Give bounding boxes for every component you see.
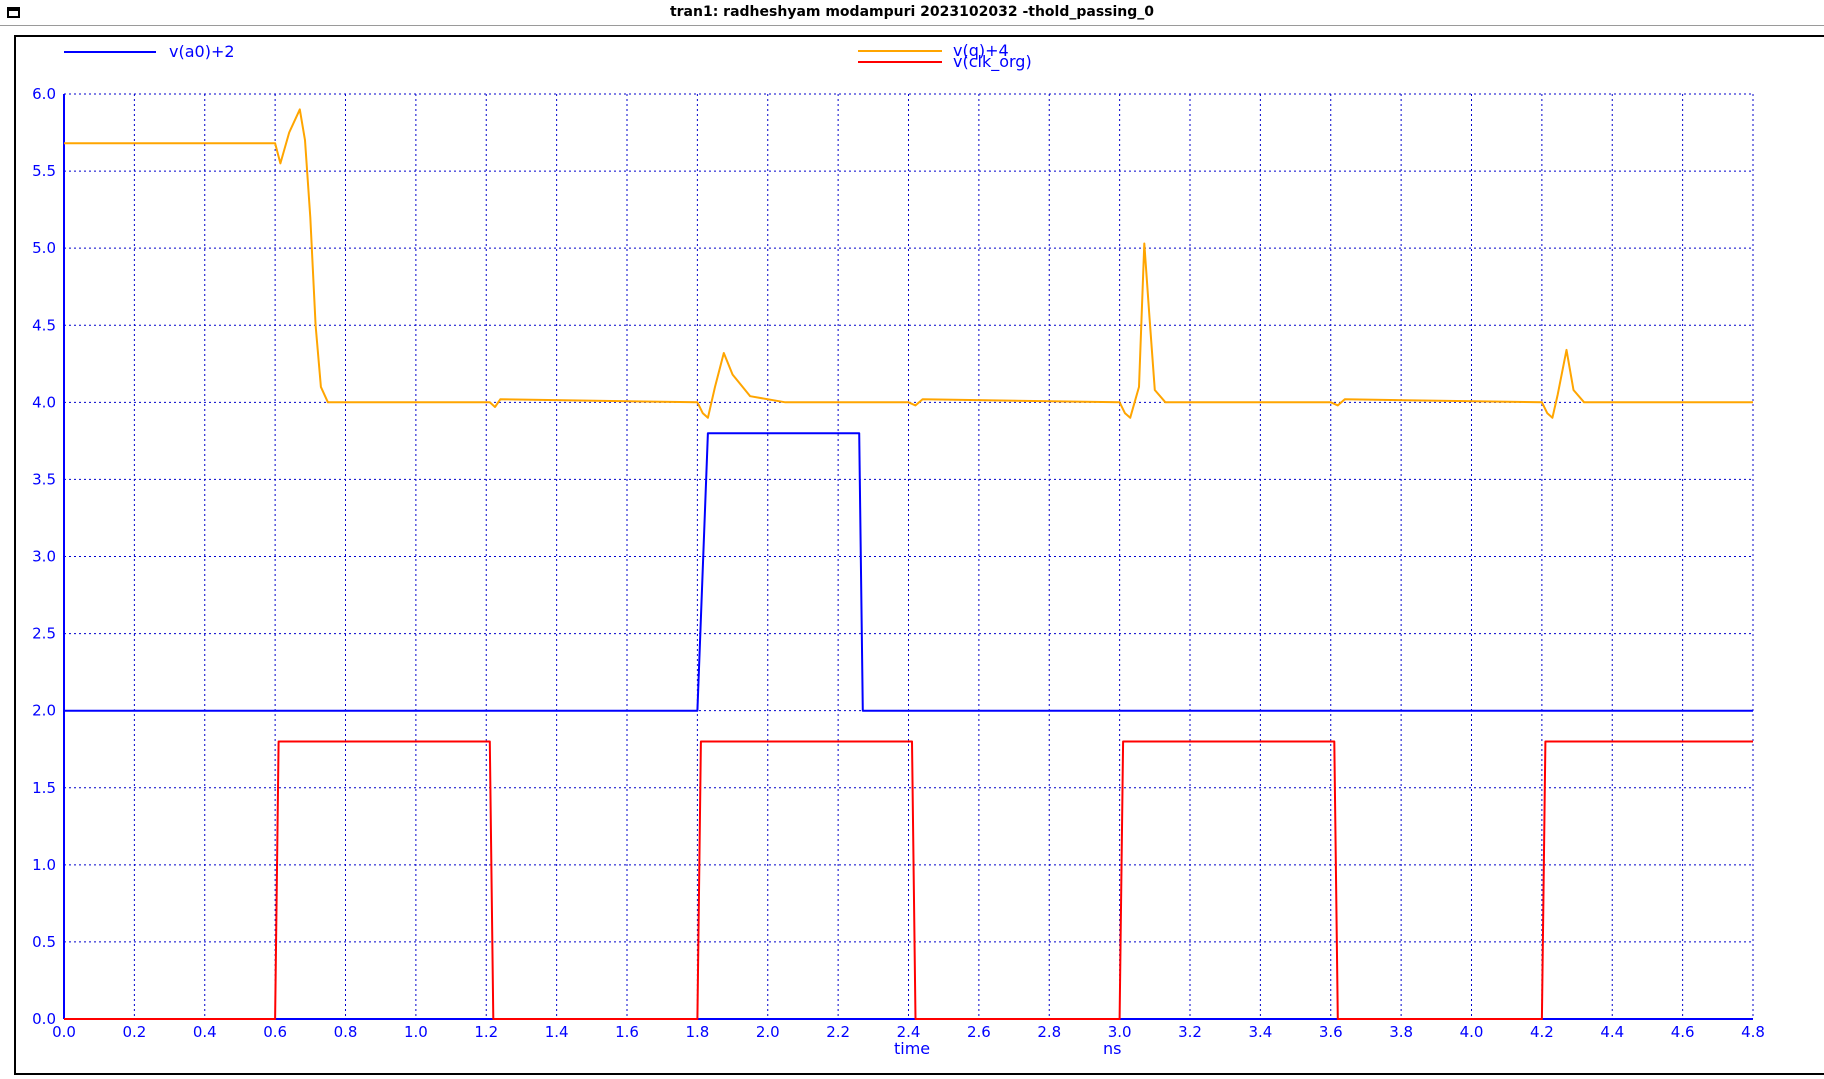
x-tick-label: 4.8: [1741, 1023, 1765, 1041]
x-tick-label: 2.2: [826, 1023, 850, 1041]
x-tick-label: 3.4: [1248, 1023, 1272, 1041]
x-tick-label: 4.6: [1671, 1023, 1695, 1041]
y-tick-label: 4.0: [32, 393, 56, 411]
tick-labels: 0.0 0.2 0.4 0.6 0.8 1.0 1.2 1.4 1.6 1.8 2.0 2.2 2.4 2…: [32, 85, 1765, 1041]
window-menu-icon[interactable]: [7, 7, 20, 18]
y-tick-label: 5.0: [32, 239, 56, 257]
x-tick-label: 2.4: [897, 1023, 921, 1041]
y-tick-label: 4.5: [32, 316, 56, 334]
legend-label-2: v(clk_org): [953, 52, 1032, 72]
x-tick-label: 0.8: [334, 1023, 358, 1041]
x-tick-label: 0.4: [193, 1023, 217, 1041]
x-tick-label: 0.2: [122, 1023, 146, 1041]
y-tick-label: 2.0: [32, 702, 56, 720]
x-tick-label: 1.2: [474, 1023, 498, 1041]
y-tick-label: 5.5: [32, 162, 56, 180]
x-tick-label: 3.8: [1389, 1023, 1413, 1041]
x-tick-label: 2.0: [756, 1023, 780, 1041]
grid-lines: [63, 93, 1754, 1020]
window-titlebar: tran1: radheshyam modampuri 2023102032 -…: [0, 0, 1824, 26]
legend-label-1: v(q)+4: [953, 41, 1009, 60]
x-axis-unit: ns: [1103, 1039, 1121, 1058]
x-tick-label: 1.8: [685, 1023, 709, 1041]
x-tick-label: 3.6: [1319, 1023, 1343, 1041]
x-axis-label: time: [894, 1039, 930, 1058]
chart: 0.0 0.2 0.4 0.6 0.8 1.0 1.2 1.4 1.6 1.8 2.0 2.2 2.4 2…: [32, 41, 1765, 1058]
series-line-0: [64, 432, 1753, 712]
y-tick-label: 2.5: [32, 625, 56, 643]
y-tick-label: 0.5: [32, 933, 56, 951]
x-tick-label: 1.6: [615, 1023, 639, 1041]
y-tick-label: 6.0: [32, 85, 56, 103]
x-tick-label: 0.0: [52, 1023, 76, 1041]
window-title: tran1: radheshyam modampuri 2023102032 -…: [669, 4, 1155, 20]
legend-label-0: v(a0)+2: [169, 42, 235, 61]
x-tick-label: 3.0: [1108, 1023, 1132, 1041]
x-tick-label: 1.0: [404, 1023, 428, 1041]
series-line-2: [64, 740, 1753, 1020]
series-layer: [64, 108, 1753, 1020]
y-tick-label: 1.0: [32, 856, 56, 874]
x-tick-label: 4.0: [1460, 1023, 1484, 1041]
x-tick-label: 0.6: [263, 1023, 287, 1041]
y-tick-label: 3.5: [32, 470, 56, 488]
x-tick-label: 3.2: [1178, 1023, 1202, 1041]
y-tick-label: 3.0: [32, 548, 56, 566]
y-tick-label: 0.0: [32, 1010, 56, 1028]
plot-frame: 0.0 0.2 0.4 0.6 0.8 1.0 1.2 1.4 1.6 1.8 2.0 2.2 2.4 2…: [14, 35, 1824, 1075]
legend: v(a0)+2 v(q)+4v(clk_org): [64, 41, 1032, 72]
series-line-1: [64, 108, 1753, 419]
x-tick-label: 4.2: [1530, 1023, 1554, 1041]
y-tick-label: 1.5: [32, 779, 56, 797]
x-tick-label: 2.6: [967, 1023, 991, 1041]
x-tick-label: 2.8: [1037, 1023, 1061, 1041]
x-tick-label: 1.4: [545, 1023, 569, 1041]
x-tick-label: 4.4: [1600, 1023, 1624, 1041]
